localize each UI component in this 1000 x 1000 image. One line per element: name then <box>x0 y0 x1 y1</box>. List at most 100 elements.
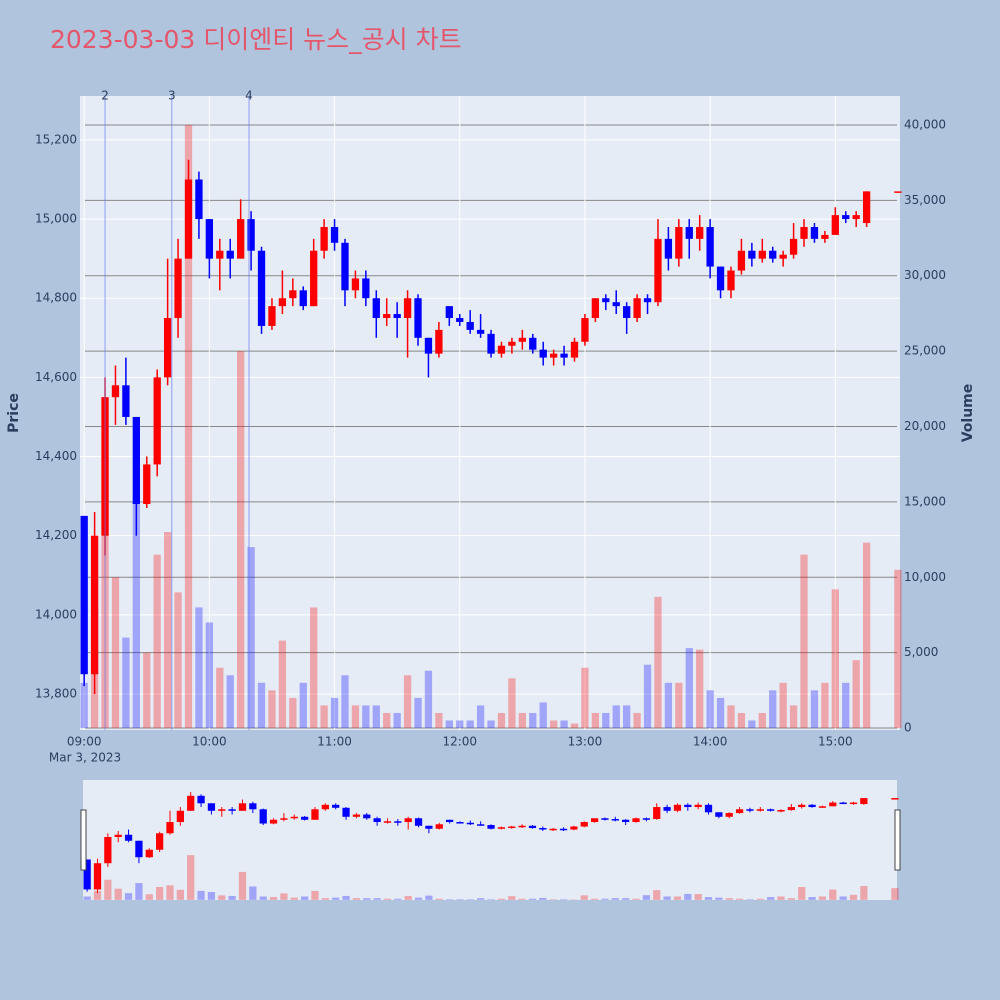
candle-body <box>311 809 319 820</box>
slider-handle-left[interactable] <box>80 809 87 871</box>
volume-bar <box>310 607 318 729</box>
candle-body <box>725 813 733 817</box>
volume-bar <box>528 898 537 900</box>
candle-body <box>393 314 401 319</box>
volume-bar <box>342 895 350 900</box>
candle-body <box>289 290 297 299</box>
candle-body <box>704 804 713 813</box>
x-tick-label: 14:00 <box>693 735 728 749</box>
candle-body <box>403 298 412 319</box>
candle-body <box>779 254 787 259</box>
volume-bar <box>143 652 151 729</box>
candle-body <box>247 219 255 251</box>
volume-bar <box>508 896 516 900</box>
y2-axis-title: Volume <box>960 384 976 443</box>
volume-bar <box>622 898 630 900</box>
volume-bar <box>122 637 130 729</box>
candle-body <box>187 795 195 811</box>
volume-bar <box>311 890 319 900</box>
candle-body <box>612 302 620 307</box>
candle-body <box>205 219 214 259</box>
slider-handle-right[interactable] <box>894 809 901 871</box>
volume-bar <box>789 705 798 729</box>
volume-bar <box>383 712 391 729</box>
candle-body <box>663 807 671 811</box>
candle-body <box>487 333 495 354</box>
x-tick-label: 11:00 <box>317 735 352 749</box>
candle-body <box>642 818 651 820</box>
candle-body <box>300 816 309 820</box>
volume-bar <box>435 712 443 729</box>
volume-bar <box>163 532 172 729</box>
candle-body <box>518 337 526 342</box>
x-tick-label: 15:00 <box>818 735 853 749</box>
candle-body <box>756 809 764 811</box>
volume-bar <box>777 896 785 900</box>
volume-bar <box>539 702 547 729</box>
candle-body <box>476 329 485 334</box>
candle-body <box>746 809 754 811</box>
volume-bar <box>716 697 725 729</box>
volume-bar <box>332 897 340 900</box>
candle-body <box>737 250 746 271</box>
volume-bar <box>684 893 692 900</box>
volume-bar <box>435 898 443 900</box>
y2-tick-label: 5,000 <box>904 645 938 659</box>
volume-bar <box>696 649 704 729</box>
volume-bar <box>226 675 234 729</box>
volume-bar <box>445 899 454 900</box>
volume-bar <box>197 890 205 900</box>
candle-body <box>124 834 133 841</box>
y-tick-label: 13,800 <box>35 686 77 700</box>
x-tick-label: 10:00 <box>192 735 227 749</box>
volume-bar <box>280 893 288 900</box>
volume-bar <box>664 682 673 729</box>
candle-body <box>143 464 151 505</box>
volume-bar <box>549 720 558 729</box>
candle-body <box>93 863 102 890</box>
y-tick-label: 15,200 <box>35 132 77 146</box>
candle-body <box>758 250 766 259</box>
volume-bar <box>706 690 714 729</box>
candle-body <box>122 385 130 417</box>
candle-body <box>632 818 640 823</box>
candle-body <box>497 827 506 829</box>
volume-bar <box>756 898 764 900</box>
volume-bar <box>414 897 423 900</box>
range-slider[interactable] <box>83 780 897 900</box>
candle-body <box>445 819 454 823</box>
y2-tick-label: 25,000 <box>904 344 946 358</box>
volume-bar <box>320 705 328 729</box>
candle-body <box>310 250 318 307</box>
volume-bar <box>529 712 537 729</box>
candle-body <box>539 349 547 358</box>
candle-body <box>508 341 516 346</box>
candle-body <box>207 803 216 811</box>
candle-body <box>591 298 600 319</box>
y-tick-label: 14,800 <box>35 291 77 305</box>
candle-body <box>891 798 899 800</box>
volume-bar <box>767 897 775 900</box>
volume-bar <box>373 898 381 900</box>
candle-body <box>435 824 443 829</box>
candle-body <box>456 318 464 322</box>
volume-bar <box>891 888 899 900</box>
candle-body <box>808 804 816 808</box>
candle-body <box>798 804 806 808</box>
candle-body <box>184 179 193 259</box>
candle-body <box>694 804 702 808</box>
volume-bar <box>839 896 847 900</box>
volume-bar <box>818 896 827 900</box>
candle-body <box>580 822 588 827</box>
volume-bar <box>518 898 526 900</box>
candle-body <box>332 804 340 808</box>
candle-body <box>414 818 423 826</box>
volume-bar <box>842 682 850 729</box>
candle-body <box>341 242 349 291</box>
volume-bar <box>580 895 588 900</box>
volume-bar <box>497 712 506 729</box>
candle-body <box>696 226 704 239</box>
y2-tick-label: 40,000 <box>904 117 946 131</box>
volume-bar <box>612 705 620 729</box>
candle-body <box>653 807 661 820</box>
